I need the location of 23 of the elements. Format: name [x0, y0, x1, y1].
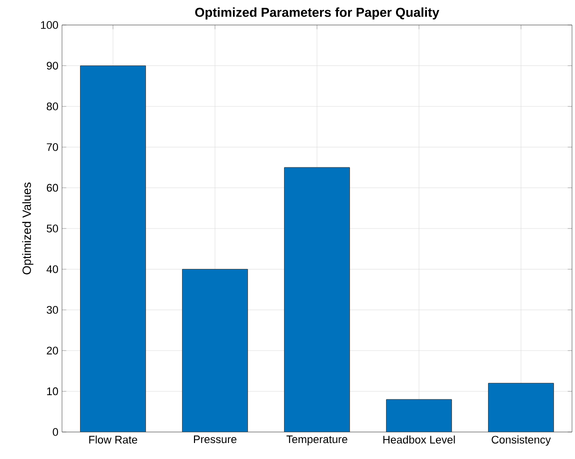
x-tick-label: Consistency [492, 436, 551, 446]
bar [488, 382, 554, 432]
x-tick-label: Flow Rate [89, 436, 138, 444]
y-axis-title: Optimized Values [22, 182, 34, 274]
y-tick-label: 90 [46, 62, 58, 70]
x-tick-label: Pressure [194, 436, 236, 444]
y-tick-label: 10 [47, 387, 58, 396]
y-tick-label: 50 [46, 224, 58, 232]
y-tick-label: 70 [46, 143, 58, 151]
y-tick-label: 30 [46, 306, 58, 314]
y-tick-label: 20 [46, 346, 58, 354]
y-tick-label: 40 [46, 265, 58, 274]
bar [182, 268, 248, 432]
y-tick-label: 60 [46, 184, 58, 192]
bar [80, 66, 146, 432]
x-tick-label: Temperature [286, 436, 348, 446]
y-tick-label: 100 [41, 21, 58, 29]
x-tick-label: Headbox Level [383, 436, 455, 444]
bar [386, 399, 452, 432]
chart-title: Optimized Parameters for Paper Quality [195, 7, 440, 20]
y-tick-label: 80 [46, 102, 58, 110]
bar [284, 167, 350, 432]
y-tick-label: 0 [52, 428, 58, 436]
